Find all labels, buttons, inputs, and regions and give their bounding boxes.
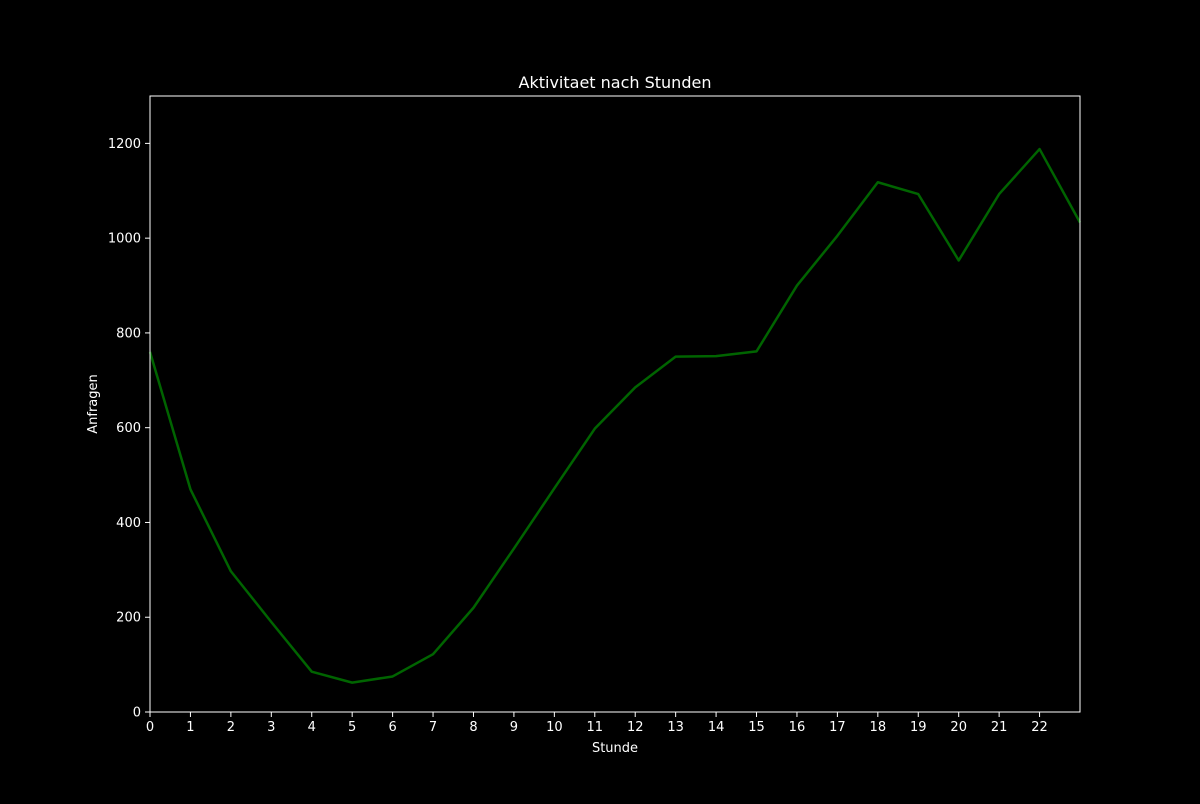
- x-tick-label: 11: [587, 720, 604, 735]
- plot-area-frame: [149, 95, 1081, 713]
- x-tick-label: 21: [991, 720, 1008, 735]
- x-tick-label: 4: [308, 720, 316, 735]
- x-tick-label: 22: [1031, 720, 1048, 735]
- x-tick-label: 8: [469, 720, 477, 735]
- y-tick-label: 200: [116, 611, 141, 626]
- x-tick-label: 12: [627, 720, 644, 735]
- y-tick-label: 800: [116, 326, 141, 341]
- x-tick-label: 13: [667, 720, 684, 735]
- x-axis-ticks: 0 1 2 3 4 5 6 7 8 9 10 11 12 13 14 15 16 17 18 19 20 21 22: [146, 712, 1048, 735]
- x-tick-label: 14: [708, 720, 725, 735]
- x-tick-label: 9: [510, 720, 518, 735]
- x-tick-label: 0: [146, 720, 154, 735]
- x-tick-label: 2: [227, 720, 235, 735]
- x-tick-label: 6: [388, 720, 396, 735]
- x-axis-label: Stunde: [592, 741, 638, 756]
- x-tick-label: 15: [748, 720, 765, 735]
- y-tick-label: 600: [116, 421, 141, 436]
- x-tick-label: 18: [870, 720, 887, 735]
- y-tick-label: 1000: [108, 232, 141, 247]
- series-layer: [148, 147, 1082, 684]
- y-axis-label: Anfragen: [86, 374, 101, 434]
- y-tick-label: 0: [133, 706, 141, 721]
- x-tick-label: 1: [186, 720, 194, 735]
- y-axis-ticks: 0 200 400 600 800 1000 1200: [108, 137, 150, 721]
- series-line-0: [148, 147, 1082, 684]
- chart-title: Aktivitaet nach Stunden: [519, 73, 712, 92]
- x-tick-label: 10: [546, 720, 563, 735]
- x-tick-label: 5: [348, 720, 356, 735]
- y-tick-label: 400: [116, 516, 141, 531]
- x-tick-label: 17: [829, 720, 846, 735]
- y-tick-label: 1200: [108, 137, 141, 152]
- x-tick-label: 16: [789, 720, 806, 735]
- x-tick-label: 7: [429, 720, 437, 735]
- x-tick-label: 3: [267, 720, 275, 735]
- x-tick-label: 19: [910, 720, 927, 735]
- x-tick-label: 20: [950, 720, 967, 735]
